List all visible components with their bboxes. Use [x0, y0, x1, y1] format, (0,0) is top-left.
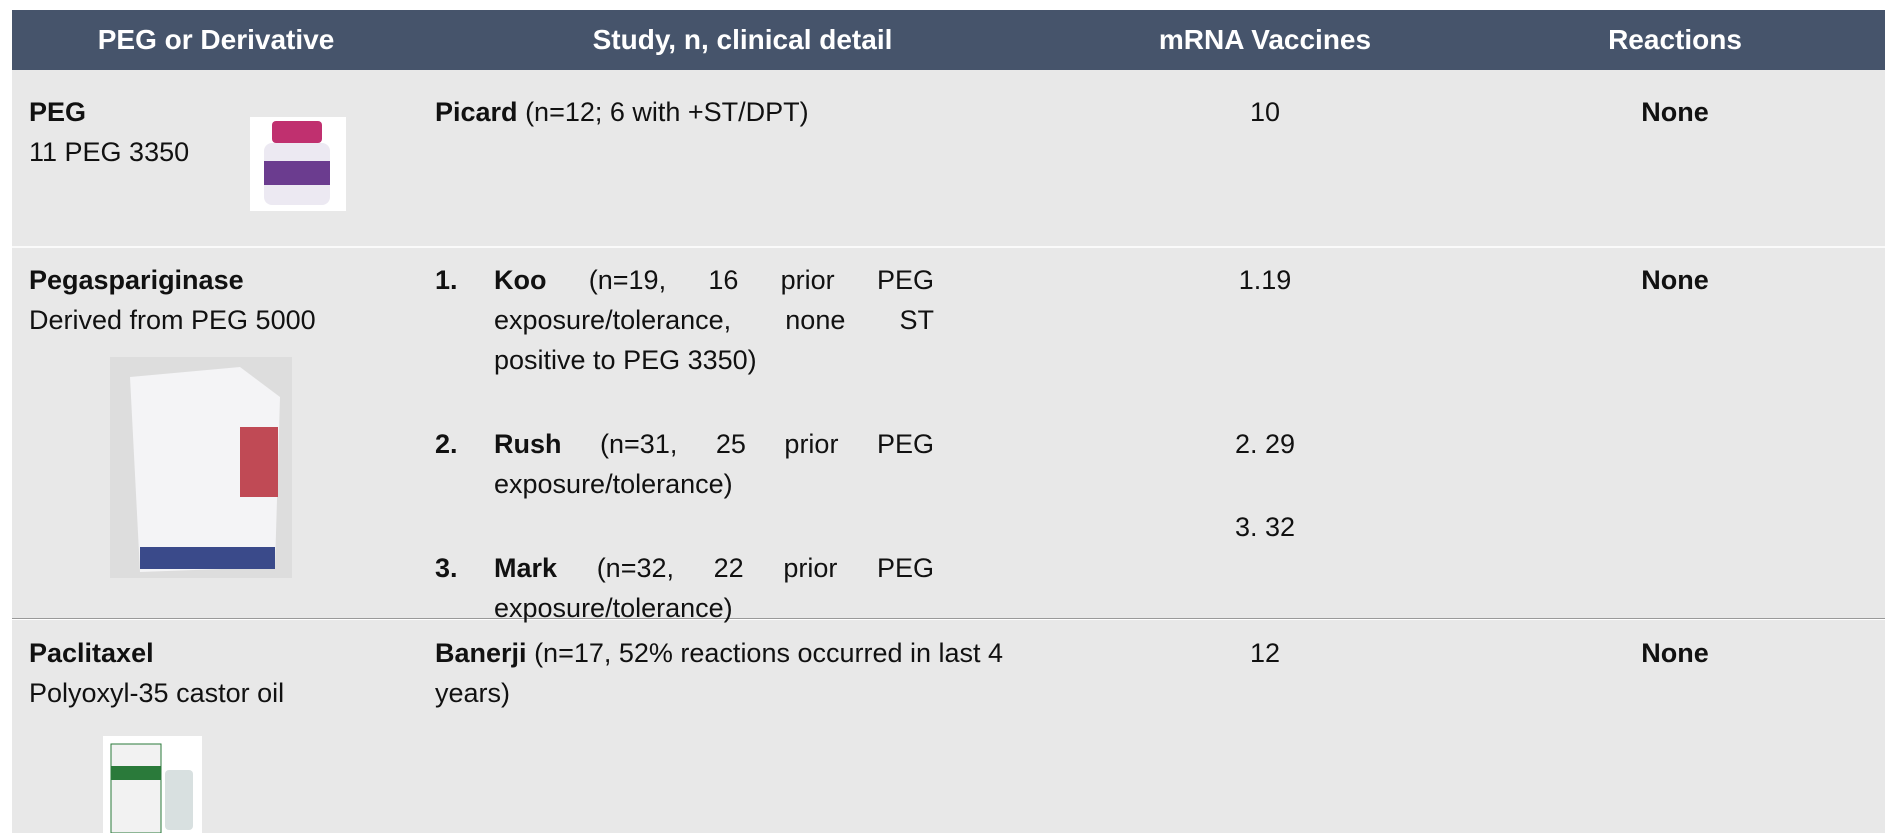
- study-author: Mark: [494, 553, 558, 583]
- list-number: 1.: [435, 265, 458, 295]
- vaccine-count: 2. 29: [1234, 429, 1296, 459]
- study: 1. Koo (n=19, 16 prior PEG exposure/toler…: [435, 260, 934, 380]
- row-separator: [12, 246, 1885, 248]
- item-detail: Derived from PEG 5000: [29, 305, 316, 335]
- vaccine-count: 3. 32: [1234, 512, 1296, 542]
- list-number: 3.: [435, 553, 458, 583]
- row-bg: [12, 620, 1885, 833]
- study-text: Koo (n=19, 16 prior PEG exposure/toleran…: [494, 260, 934, 380]
- study-author: Rush: [494, 429, 562, 459]
- study-detail: (n=19, 16 prior PEG exposure/tolerance, …: [494, 265, 934, 375]
- vaccine-count: 10: [1249, 97, 1281, 127]
- item-name: PEG: [29, 97, 87, 127]
- column-header: Reactions: [1608, 24, 1742, 55]
- study-text: Rush (n=31, 25 prior PEG exposure/tolera…: [494, 424, 934, 504]
- vaccine-count: 12: [1249, 638, 1281, 668]
- study-detail: (n=17, 52% reactions occurred in last 4 …: [435, 638, 1004, 708]
- list-number: 2.: [435, 429, 458, 459]
- product-photo: [110, 357, 292, 578]
- item-detail: 11 PEG 3350: [29, 137, 190, 167]
- reaction: None: [1641, 638, 1709, 668]
- item-name: Pegaspariginase: [29, 265, 244, 295]
- item-detail: Polyoxyl-35 castor oil: [29, 678, 285, 708]
- study-author: Picard: [435, 97, 518, 127]
- row-bg: [12, 248, 1885, 619]
- column-header: mRNA Vaccines: [1158, 24, 1372, 55]
- row-separator: [12, 618, 1885, 619]
- study-author: Banerji: [435, 638, 527, 668]
- column-header: PEG or Derivative: [97, 24, 335, 55]
- study-detail: (n=31, 25 prior PEG exposure/tolerance): [494, 429, 934, 499]
- study: Picard (n=12; 6 with +ST/DPT): [435, 92, 1035, 132]
- item-name: Paclitaxel: [29, 638, 154, 668]
- product-photo: [250, 117, 346, 211]
- column-header: Study, n, clinical detail: [592, 24, 893, 55]
- study-detail: (n=32, 22 prior PEG exposure/tolerance): [494, 553, 934, 623]
- product-photo: [103, 736, 202, 833]
- reaction: None: [1641, 265, 1709, 295]
- study-detail: (n=12; 6 with +ST/DPT): [525, 97, 809, 127]
- study-text: Mark (n=32, 22 prior PEG exposure/tolera…: [494, 548, 934, 628]
- study: 3. Mark (n=32, 22 prior PEG exposure/tole…: [435, 548, 934, 628]
- vaccine-count: 1.19: [1238, 265, 1292, 295]
- study-author: Koo: [494, 265, 547, 295]
- header-bar: [12, 10, 1885, 70]
- study: Banerji (n=17, 52% reactions occurred in…: [435, 633, 1035, 713]
- study: 2. Rush (n=31, 25 prior PEG exposure/tole…: [435, 424, 934, 504]
- reaction: None: [1641, 97, 1709, 127]
